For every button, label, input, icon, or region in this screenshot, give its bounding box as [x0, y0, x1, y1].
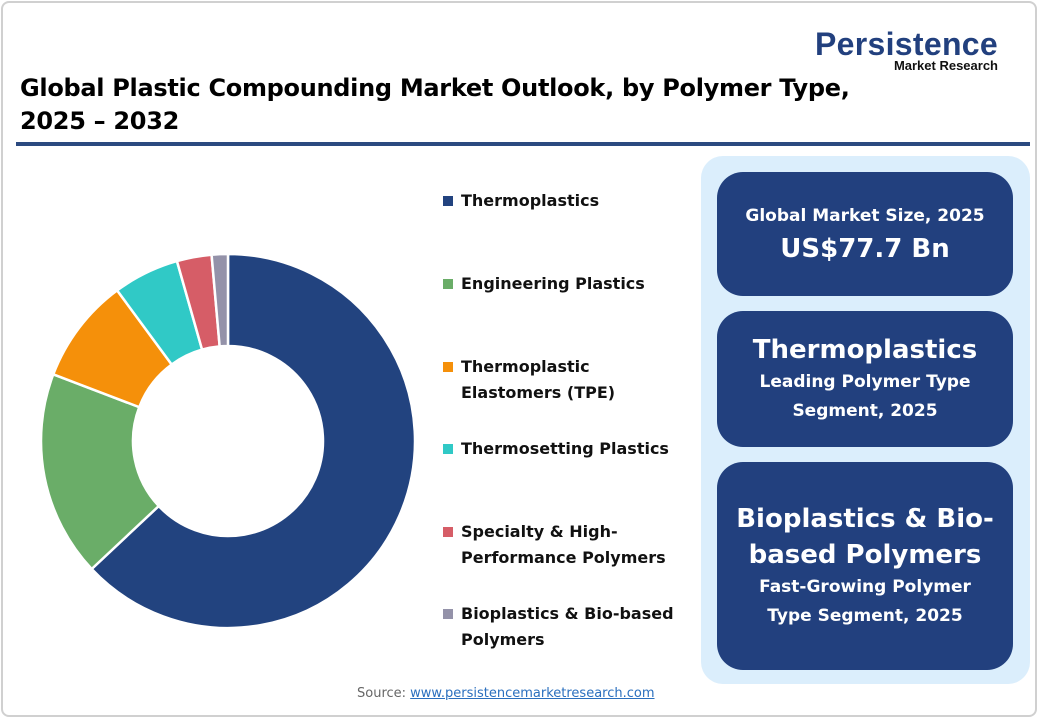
legend-label: Engineering Plastics — [461, 274, 645, 293]
chart-title: Global Plastic Compounding Market Outloo… — [20, 72, 850, 138]
leading-segment-card: Thermoplastics Leading Polymer Type Segm… — [717, 311, 1013, 447]
legend-swatch — [443, 444, 453, 454]
leading-segment-line2: Segment, 2025 — [792, 401, 938, 421]
source-note: Source: www.persistencemarketresearch.co… — [357, 686, 655, 701]
title-divider — [16, 142, 1030, 146]
legend-label: Thermoplastic Elastomers (TPE) — [461, 357, 616, 402]
fastest-segment-line1: Fast-Growing Polymer — [759, 577, 971, 597]
legend-item: Thermoplastic Elastomers (TPE) — [443, 354, 615, 406]
legend-label: Bioplastics & Bio-based Polymers — [461, 604, 674, 649]
legend-item: Engineering Plastics — [443, 271, 645, 297]
legend-item: Specialty & High- Performance Polymers — [443, 519, 666, 571]
brand-logo: Persistence Market Research — [815, 28, 998, 72]
fastest-segment-line2: Type Segment, 2025 — [767, 606, 963, 626]
legend-swatch — [443, 527, 453, 537]
leading-segment-line1: Leading Polymer Type — [759, 372, 971, 392]
brand-name: Persistence — [815, 26, 998, 62]
donut-chart — [39, 252, 417, 630]
summary-panel: Global Market Size, 2025 US$77.7 Bn Ther… — [701, 156, 1030, 684]
fastest-segment-card: Bioplastics & Bio- based Polymers Fast-G… — [717, 462, 1013, 670]
legend-item: Thermosetting Plastics — [443, 436, 669, 462]
legend-item: Thermoplastics — [443, 188, 599, 214]
legend-swatch — [443, 196, 453, 206]
legend-swatch — [443, 279, 453, 289]
legend-item: Bioplastics & Bio-based Polymers — [443, 601, 674, 653]
fastest-segment-name2: based Polymers — [748, 540, 982, 570]
market-size-value: US$77.7 Bn — [780, 233, 950, 264]
source-label: Source: — [357, 686, 407, 701]
legend-label: Specialty & High- Performance Polymers — [461, 522, 666, 567]
donut-slice-bioplastics-bio-based-polymers — [210, 252, 230, 348]
legend-label: Thermoplastics — [461, 191, 600, 210]
chart-title-line1: Global Plastic Compounding Market Outloo… — [20, 74, 850, 102]
chart-title-line2: 2025 – 2032 — [20, 107, 180, 135]
market-size-card: Global Market Size, 2025 US$77.7 Bn — [717, 172, 1013, 296]
leading-segment-name: Thermoplastics — [752, 335, 978, 365]
legend-swatch — [443, 609, 453, 619]
legend-label: Thermosetting Plastics — [461, 439, 669, 458]
source-link[interactable]: www.persistencemarketresearch.com — [410, 686, 655, 701]
market-size-label: Global Market Size, 2025 — [745, 205, 985, 226]
donut-slice-thermoplastics — [89, 252, 417, 630]
legend-swatch — [443, 362, 453, 372]
brand-subtitle: Market Research — [893, 58, 998, 73]
donut-slice-engineering-plastics — [39, 372, 161, 571]
fastest-segment-name1: Bioplastics & Bio- — [736, 504, 994, 534]
